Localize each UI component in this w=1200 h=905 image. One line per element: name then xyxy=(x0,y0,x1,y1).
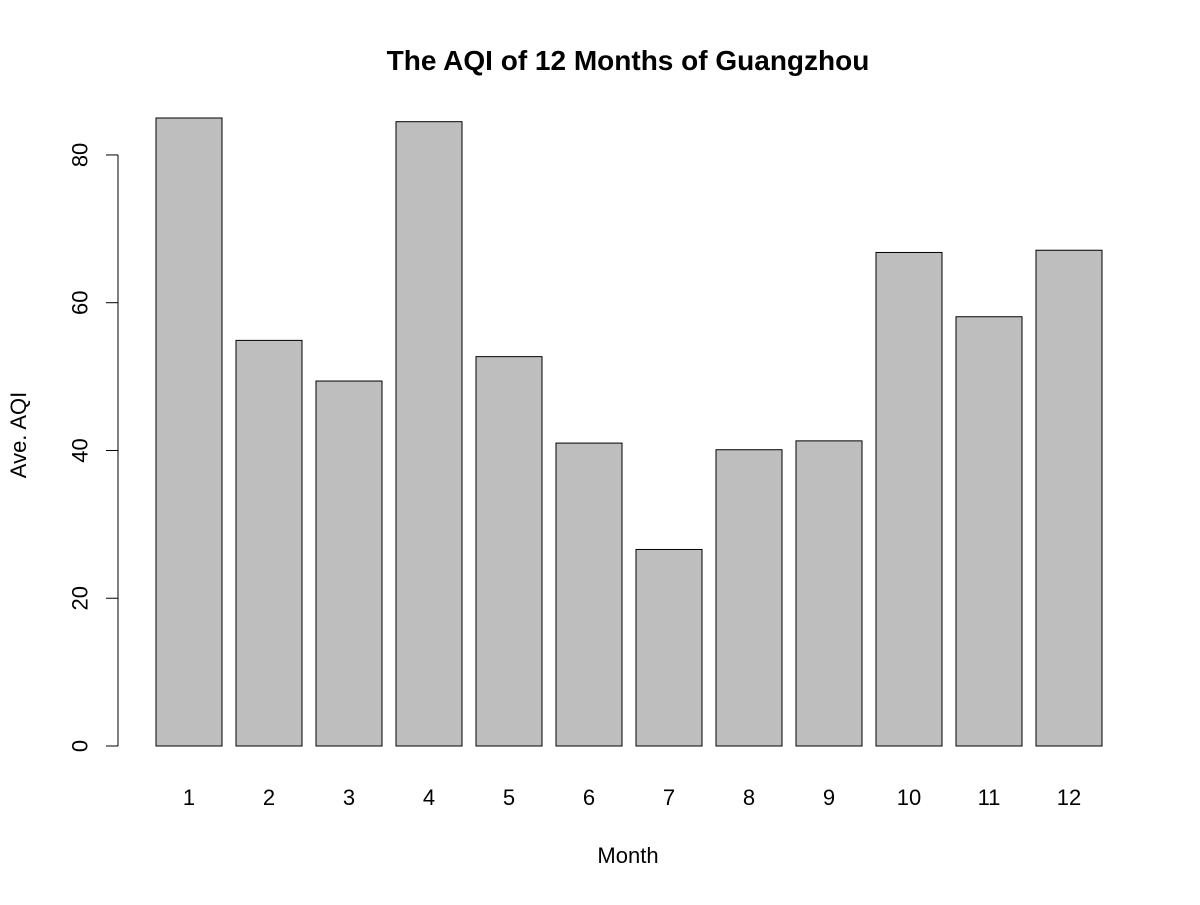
x-tick-label: 2 xyxy=(263,785,275,810)
x-tick-label: 8 xyxy=(743,785,755,810)
bar-month-12 xyxy=(1035,249,1103,747)
y-axis: 0 20 40 60 80 xyxy=(68,143,119,752)
bar-month-2 xyxy=(235,339,303,747)
x-tick-label: 9 xyxy=(823,785,835,810)
x-tick-label: 1 xyxy=(183,785,195,810)
x-tick-labels: 1 2 3 4 5 6 7 8 9 10 11 12 xyxy=(183,785,1081,810)
y-axis-label: Ave. AQI xyxy=(6,392,31,478)
x-axis-label: Month xyxy=(597,843,658,868)
bars-group xyxy=(155,117,1103,747)
bar-month-11 xyxy=(955,316,1023,747)
bar-month-10 xyxy=(875,251,943,747)
x-tick-label: 5 xyxy=(503,785,515,810)
y-tick-label: 60 xyxy=(68,290,93,314)
bar-month-8 xyxy=(715,449,783,747)
y-tick-label: 20 xyxy=(68,586,93,610)
bar-month-1 xyxy=(155,117,223,747)
x-tick-label: 4 xyxy=(423,785,435,810)
bar-month-7 xyxy=(635,548,703,747)
chart-title: The AQI of 12 Months of Guangzhou xyxy=(387,45,870,76)
y-tick-label: 40 xyxy=(68,438,93,462)
bar-month-6 xyxy=(555,442,623,747)
y-tick-label: 80 xyxy=(68,143,93,167)
y-tick-label: 0 xyxy=(68,740,93,752)
bar-month-3 xyxy=(315,380,383,747)
x-tick-label: 10 xyxy=(897,785,921,810)
bar-month-5 xyxy=(475,356,543,747)
x-tick-label: 12 xyxy=(1057,785,1081,810)
x-tick-label: 11 xyxy=(978,785,1001,810)
bar-month-4 xyxy=(395,121,463,747)
x-tick-label: 3 xyxy=(343,785,355,810)
bar-month-9 xyxy=(795,440,863,747)
x-tick-label: 6 xyxy=(583,785,595,810)
x-tick-label: 7 xyxy=(663,785,675,810)
